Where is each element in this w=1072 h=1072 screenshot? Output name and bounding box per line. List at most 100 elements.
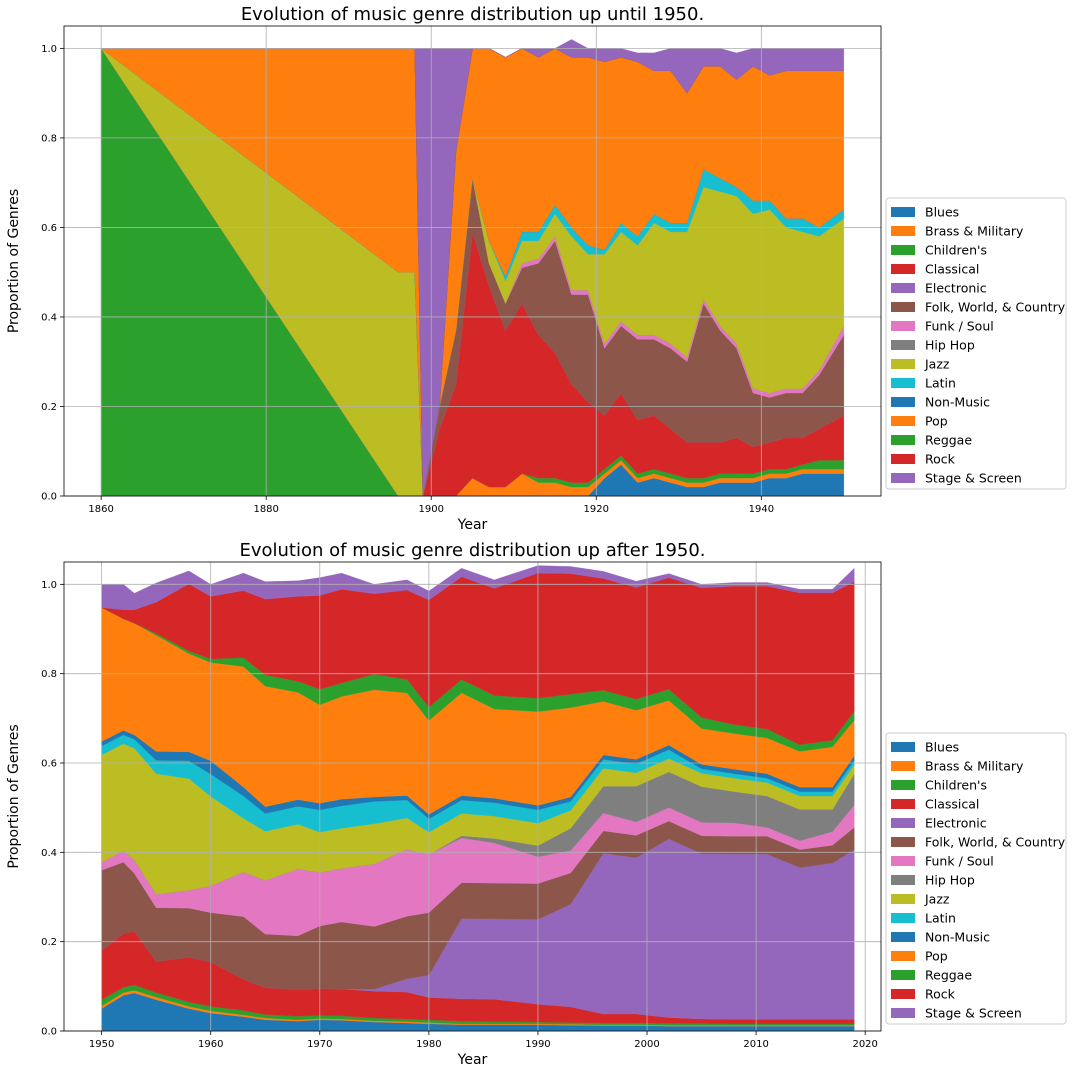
legend-label: Pop (925, 414, 948, 429)
legend-label: Funk / Soul (925, 854, 994, 869)
legend-label: Funk / Soul (925, 319, 994, 334)
legend-label: Brass & Military (925, 759, 1024, 774)
legend-label: Latin (925, 376, 956, 391)
y-tick-label: 0.2 (41, 937, 57, 948)
legend-label: Electronic (925, 281, 987, 296)
legend-label: Jazz (924, 892, 950, 907)
legend-swatch (891, 397, 915, 407)
legend-item-latin: Latin (891, 911, 956, 926)
y-tick-label: 0.2 (41, 402, 57, 413)
legend-swatch (891, 473, 915, 483)
legend-swatch (891, 207, 915, 217)
legend-swatch (891, 416, 915, 426)
legend-label: Children's (925, 243, 987, 258)
legend-item-hip-hop: Hip Hop (891, 873, 975, 888)
chart-panel-2: 1950 1960 1970 1980 1990 2000 2010 2020 0.0 0.2 0.… (6, 540, 1067, 1068)
legend-swatch (891, 454, 915, 464)
x-tick-label: 1920 (584, 504, 609, 515)
legend-item-reggae: Reggae (891, 968, 972, 983)
y-tick-label: 0.6 (41, 759, 57, 770)
legend-item-electronic: Electronic (891, 816, 987, 831)
legend-label: Folk, World, & Country (925, 835, 1066, 850)
legend-label: Reggae (925, 968, 972, 983)
legend-swatch (891, 951, 915, 961)
legend-item-brass-military: Brass & Military (891, 759, 1024, 774)
legend-item-pop: Pop (891, 414, 948, 429)
legend-label: Hip Hop (925, 338, 975, 353)
legend-item-brass-military: Brass & Military (891, 224, 1024, 239)
axes-frame (63, 561, 882, 1032)
legend-swatch (891, 302, 915, 312)
legend-label: Children's (925, 778, 987, 793)
x-tick-label: 1900 (419, 504, 444, 515)
legend-item-latin: Latin (891, 376, 956, 391)
legend-label: Rock (925, 452, 956, 467)
legend-item-classical: Classical (891, 797, 979, 812)
y-axis-label: Proportion of Genres (6, 724, 22, 868)
legend-swatch (891, 340, 915, 350)
legend-label: Blues (925, 205, 959, 220)
legend-swatch (891, 818, 915, 828)
legend-label: Jazz (924, 357, 950, 372)
area-layers (100, 39, 845, 497)
legend-swatch (891, 780, 915, 790)
legend-swatch (891, 837, 915, 847)
legend-item-folk-world-country: Folk, World, & Country (891, 835, 1066, 850)
legend-item-folk-world-country: Folk, World, & Country (891, 300, 1066, 315)
legend-swatch (891, 761, 915, 771)
legend-item-hip-hop: Hip Hop (891, 338, 975, 353)
grid-lines (64, 26, 881, 497)
legend-item-electronic: Electronic (891, 281, 987, 296)
x-tick-label: 1880 (253, 504, 278, 515)
legend-swatch (891, 856, 915, 866)
legend-swatch (891, 283, 915, 293)
x-axis-label: Year (457, 1052, 488, 1068)
legend-label: Brass & Military (925, 224, 1024, 239)
legend-swatch (891, 989, 915, 999)
legend-label: Pop (925, 949, 948, 964)
legend-swatch (891, 378, 915, 388)
y-tick-label: 0.0 (41, 492, 57, 503)
y-tick-label: 1.0 (41, 44, 57, 55)
legend-item-funk-soul: Funk / Soul (891, 854, 994, 869)
legend-swatch (891, 321, 915, 331)
legend-label: Stage & Screen (925, 1006, 1022, 1021)
legend-item-pop: Pop (891, 949, 948, 964)
legend-swatch (891, 970, 915, 980)
legend-label: Reggae (925, 433, 972, 448)
x-tick-label: 1950 (89, 1039, 114, 1050)
legend-swatch (891, 875, 915, 885)
legend-item-non-music: Non-Music (891, 395, 990, 410)
legend-label: Folk, World, & Country (925, 300, 1066, 315)
legend-label: Non-Music (925, 395, 990, 410)
chart-panel-1: 1860 1880 1900 1920 1940 0.0 0.2 0.4 0.6 0.8 1.0 Ev… (6, 4, 1067, 533)
legend-swatch (891, 1008, 915, 1018)
x-tick-label: 1860 (88, 504, 113, 515)
legend-item-stage-screen: Stage & Screen (891, 1006, 1022, 1021)
legend-swatch (891, 913, 915, 923)
legend-item-rock: Rock (891, 452, 956, 467)
legend-label: Classical (925, 797, 979, 812)
area-layers (101, 565, 855, 1032)
x-tick-label: 1980 (416, 1039, 441, 1050)
legend-item-jazz: Jazz (891, 357, 950, 372)
x-tick-label: 2020 (852, 1039, 877, 1050)
legend-swatch (891, 894, 915, 904)
y-tick-label: 0.4 (41, 848, 57, 859)
x-tick-label: 1990 (525, 1039, 550, 1050)
y-tick-label: 0.6 (41, 223, 57, 234)
legend-label: Electronic (925, 816, 987, 831)
legend-swatch (891, 245, 915, 255)
x-tick-label: 1970 (307, 1039, 332, 1050)
legend-label: Classical (925, 262, 979, 277)
legend-swatch (891, 226, 915, 236)
y-tick-label: 0.4 (41, 312, 57, 323)
legend-label: Rock (925, 987, 956, 1002)
y-tick-label: 1.0 (41, 580, 57, 591)
legend-item-children-s: Children's (891, 243, 987, 258)
legend-label: Blues (925, 740, 959, 755)
legend-swatch (891, 264, 915, 274)
legend-item-jazz: Jazz (891, 892, 950, 907)
legend-label: Hip Hop (925, 873, 975, 888)
legend-item-rock: Rock (891, 987, 956, 1002)
